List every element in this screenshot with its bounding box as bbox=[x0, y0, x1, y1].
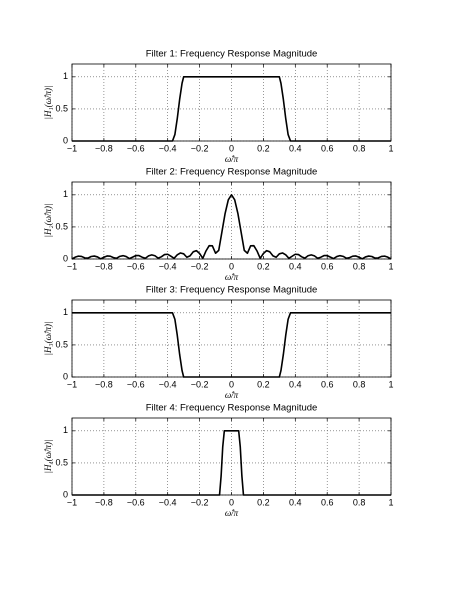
x-tick-label: 1 bbox=[388, 379, 393, 389]
x-tick-label: −1 bbox=[67, 497, 77, 507]
x-tick-label: −0.6 bbox=[127, 143, 145, 153]
x-tick-label: 0.2 bbox=[257, 379, 270, 389]
x-tick-label: −0.4 bbox=[159, 143, 177, 153]
chart-title: Filter 1: Frequency Response Magnitude bbox=[146, 49, 318, 60]
x-tick-label: −0.2 bbox=[191, 143, 209, 153]
y-tick-label: 0.5 bbox=[55, 221, 68, 231]
x-tick-label: −0.8 bbox=[95, 379, 113, 389]
y-tick-label: 0 bbox=[63, 135, 68, 145]
x-tick-label: 0.8 bbox=[353, 379, 366, 389]
plot-frame bbox=[71, 63, 392, 142]
x-tick-label: 0.6 bbox=[321, 379, 334, 389]
x-axis-label: ω̂/π bbox=[225, 272, 239, 282]
x-tick-label: 0.8 bbox=[353, 261, 366, 271]
y-tick-label: 0.5 bbox=[55, 457, 68, 467]
x-tick-label: 0 bbox=[229, 143, 234, 153]
x-tick-label: −0.2 bbox=[191, 261, 209, 271]
x-tick-label: 0.6 bbox=[321, 143, 334, 153]
x-tick-label: 0 bbox=[229, 261, 234, 271]
x-axis-label: ω̂/π bbox=[225, 390, 239, 400]
x-tick-label: 0.6 bbox=[321, 497, 334, 507]
x-tick-label: 0.8 bbox=[353, 143, 366, 153]
y-axis-label: |H₃(ω̂/π)| bbox=[43, 322, 53, 356]
plot-frame bbox=[71, 181, 392, 260]
x-tick-label: 0 bbox=[229, 379, 234, 389]
y-tick-label: 1 bbox=[63, 307, 68, 317]
x-tick-label: −0.8 bbox=[95, 261, 113, 271]
x-tick-label: −0.6 bbox=[127, 261, 145, 271]
x-tick-label: 0.4 bbox=[289, 143, 302, 153]
line bbox=[72, 312, 391, 378]
y-tick-label: 0 bbox=[63, 489, 68, 499]
plot-frame bbox=[71, 417, 392, 496]
y-axis-label: |H₄(ω̂/π)| bbox=[43, 440, 53, 474]
x-tick-label: 0.4 bbox=[289, 497, 302, 507]
x-tick-label: −0.4 bbox=[159, 497, 177, 507]
x-tick-label: −1 bbox=[67, 261, 77, 271]
y-tick-label: 1 bbox=[63, 425, 68, 435]
x-tick-label: −0.2 bbox=[191, 497, 209, 507]
y-tick-label: 1 bbox=[63, 71, 68, 81]
y-tick-label: 0.5 bbox=[55, 103, 68, 113]
y-tick-label: 0 bbox=[63, 371, 68, 381]
y-axis-label: |H₂(ω̂/π)| bbox=[43, 204, 53, 238]
x-axis-label: ω̂/π bbox=[225, 154, 239, 164]
x-tick-label: 0.2 bbox=[257, 497, 270, 507]
line bbox=[71, 194, 392, 260]
y-axis-label: |H₁(ω̂/π)| bbox=[43, 86, 53, 120]
x-tick-label: −0.6 bbox=[127, 379, 145, 389]
x-axis-label: ω̂/π bbox=[225, 508, 239, 518]
y-tick-label: 1 bbox=[63, 189, 68, 199]
x-tick-label: −0.6 bbox=[127, 497, 145, 507]
chart-title: Filter 3: Frequency Response Magnitude bbox=[146, 285, 318, 296]
plot-frame bbox=[71, 299, 392, 378]
line bbox=[72, 430, 391, 496]
x-tick-label: 0.2 bbox=[257, 261, 270, 271]
x-tick-label: −0.8 bbox=[95, 497, 113, 507]
x-tick-label: 0 bbox=[229, 497, 234, 507]
x-tick-label: 0.6 bbox=[321, 261, 334, 271]
x-tick-label: 0.2 bbox=[257, 143, 270, 153]
x-tick-label: −0.4 bbox=[159, 261, 177, 271]
x-tick-label: 1 bbox=[388, 261, 393, 271]
x-tick-label: −1 bbox=[67, 379, 77, 389]
x-tick-label: −0.4 bbox=[159, 379, 177, 389]
x-tick-label: −0.8 bbox=[95, 143, 113, 153]
x-tick-label: 1 bbox=[388, 497, 393, 507]
y-tick-label: 0 bbox=[63, 253, 68, 263]
line bbox=[72, 76, 391, 142]
chart-title: Filter 2: Frequency Response Magnitude bbox=[146, 167, 318, 178]
x-tick-label: 0.4 bbox=[289, 261, 302, 271]
x-tick-label: −1 bbox=[67, 143, 77, 153]
x-tick-label: 1 bbox=[388, 143, 393, 153]
x-tick-label: 0.4 bbox=[289, 379, 302, 389]
chart-title: Filter 4: Frequency Response Magnitude bbox=[146, 403, 318, 414]
x-tick-label: 0.8 bbox=[353, 497, 366, 507]
y-tick-label: 0.5 bbox=[55, 339, 68, 349]
x-tick-label: −0.2 bbox=[191, 379, 209, 389]
